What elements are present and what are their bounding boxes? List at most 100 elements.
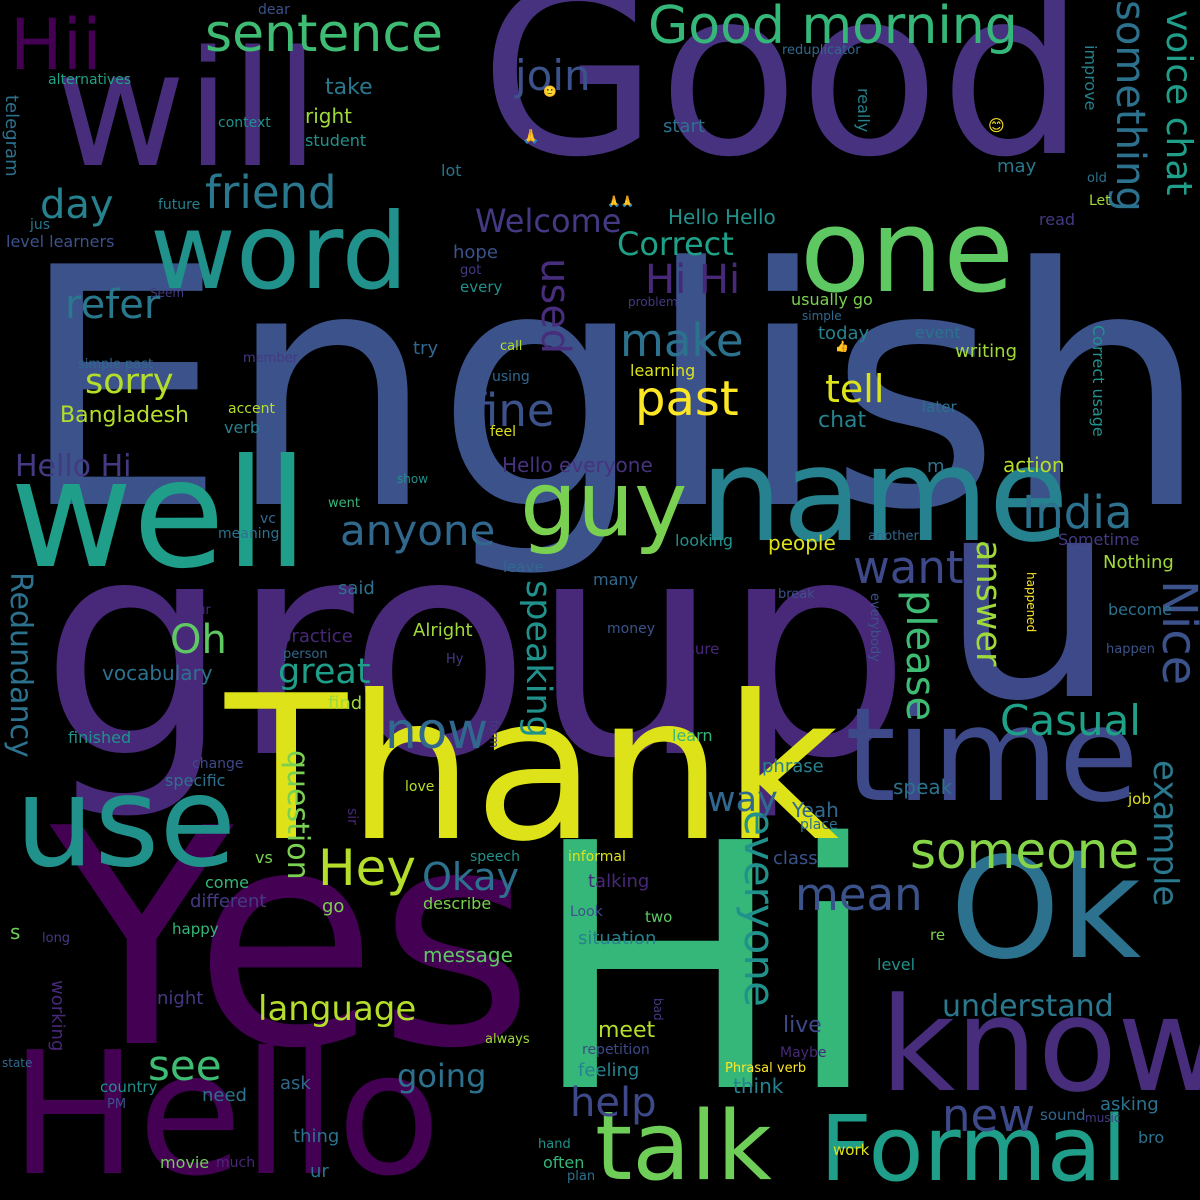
word-sorry: sorry <box>85 362 174 402</box>
word-specific: specific <box>165 771 226 790</box>
word-okay: Okay <box>422 855 520 899</box>
word-day: day <box>40 182 114 228</box>
word-something: something <box>1107 0 1153 212</box>
word-usually-go: usually go <box>791 290 873 309</box>
word-repetition: repetition <box>582 1042 650 1058</box>
word-time: time <box>845 679 1139 831</box>
word-guy: guy <box>520 452 688 557</box>
word-change: change <box>192 756 244 772</box>
word-ur: ur <box>310 1161 329 1182</box>
word-m: m <box>927 456 945 477</box>
word-working: working <box>47 980 68 1052</box>
emoji-slight-smile: 🙂 <box>543 85 557 98</box>
emoji-folded-hands-pair: 🙏🙏 <box>607 195 635 208</box>
word-help: help <box>570 1080 657 1126</box>
word-problem: problem <box>628 295 678 309</box>
word-meet: meet <box>598 1018 656 1043</box>
word-break: break <box>778 587 815 602</box>
word-india: India <box>1022 486 1133 539</box>
word-leave: leave <box>503 558 544 576</box>
word-think: think <box>733 1074 784 1098</box>
word-member: member <box>243 351 298 366</box>
word-hello: Hello <box>10 1016 441 1200</box>
word-want: want <box>853 541 964 594</box>
word-new: new <box>942 1089 1036 1142</box>
word-will: will <box>55 16 320 203</box>
word-place: place <box>800 817 838 833</box>
word-show: show <box>397 472 429 486</box>
word-two: two <box>645 908 673 926</box>
word-become: become <box>1108 600 1173 619</box>
word-hope: hope <box>453 242 498 263</box>
word-later: later <box>922 398 957 416</box>
word-hii: Hii <box>10 4 102 86</box>
word-level: level <box>877 955 916 974</box>
word-pm: PM <box>107 1097 127 1112</box>
word-may: may <box>997 156 1037 177</box>
word-well: well <box>10 428 309 602</box>
word-another: another <box>868 529 919 544</box>
word-casual: Casual <box>1000 696 1141 745</box>
word-hy: Hy <box>446 652 464 667</box>
word-use: use <box>15 750 237 895</box>
word-talk: talk <box>595 1092 772 1200</box>
word-know: know <box>880 969 1200 1121</box>
word-going: going <box>397 1057 487 1095</box>
word-tell: tell <box>825 367 885 411</box>
word-speech: speech <box>470 849 520 865</box>
word-much: much <box>216 1155 256 1171</box>
word-answer: answer <box>968 540 1008 667</box>
word-learning: learning <box>630 361 696 380</box>
word-feeling: feeling <box>578 1060 640 1081</box>
word-old: old <box>1087 171 1107 186</box>
word-anyone: anyone <box>340 506 496 555</box>
word-future: future <box>158 197 201 213</box>
word-student: student <box>305 131 367 150</box>
word-bro: bro <box>1138 1128 1165 1147</box>
word-class: class <box>773 848 818 869</box>
word-vc: vc <box>260 511 276 527</box>
word-used: used <box>532 258 578 355</box>
word-reduplicator: reduplicator <box>782 43 861 58</box>
word-language: language <box>258 989 417 1029</box>
word-happy: happy <box>172 920 219 938</box>
word-sure: sure <box>687 640 720 658</box>
word-ask: ask <box>280 1073 311 1094</box>
word-always: always <box>485 1032 530 1047</box>
word-hi-hi: Hi Hi <box>645 257 741 303</box>
word-yes: Yes <box>50 765 535 1114</box>
word-good: Good <box>480 0 1086 208</box>
word-money: money <box>607 621 655 637</box>
word-past: past <box>635 371 739 427</box>
word-come: come <box>205 873 250 892</box>
word-now: now <box>385 702 489 760</box>
word-improve: improve <box>1081 45 1100 111</box>
word-often: often <box>543 1153 585 1172</box>
word-live: live <box>783 1013 822 1038</box>
word-said: said <box>338 578 375 599</box>
word-message: message <box>423 943 513 967</box>
word-try: try <box>413 338 439 359</box>
word-country: country <box>100 1078 158 1096</box>
word-today: today <box>818 323 870 344</box>
word-re: re <box>930 926 946 944</box>
word-nice: Nice <box>1151 580 1200 686</box>
word-jus: jus <box>30 217 51 233</box>
word-voice-chat: voice chat <box>1158 10 1199 196</box>
word-really: really <box>854 88 873 133</box>
word-sound: sound <box>1040 1106 1086 1124</box>
word-talking: talking <box>588 871 650 892</box>
word-hello-hi: Hello Hi <box>15 449 132 484</box>
word-telegram: telegram <box>1 95 22 177</box>
emoji-thumbs-up: 👍 <box>835 340 849 353</box>
word-ok: Ok <box>950 828 1142 991</box>
word-different: different <box>190 891 267 912</box>
word-one: one <box>800 185 1014 319</box>
word-feel: feel <box>490 424 517 440</box>
word-join: join <box>515 51 591 100</box>
word-speaking: speaking <box>518 580 558 738</box>
word-see: see <box>148 1041 222 1090</box>
word-need: need <box>202 1085 247 1106</box>
word-event: event <box>915 323 961 342</box>
